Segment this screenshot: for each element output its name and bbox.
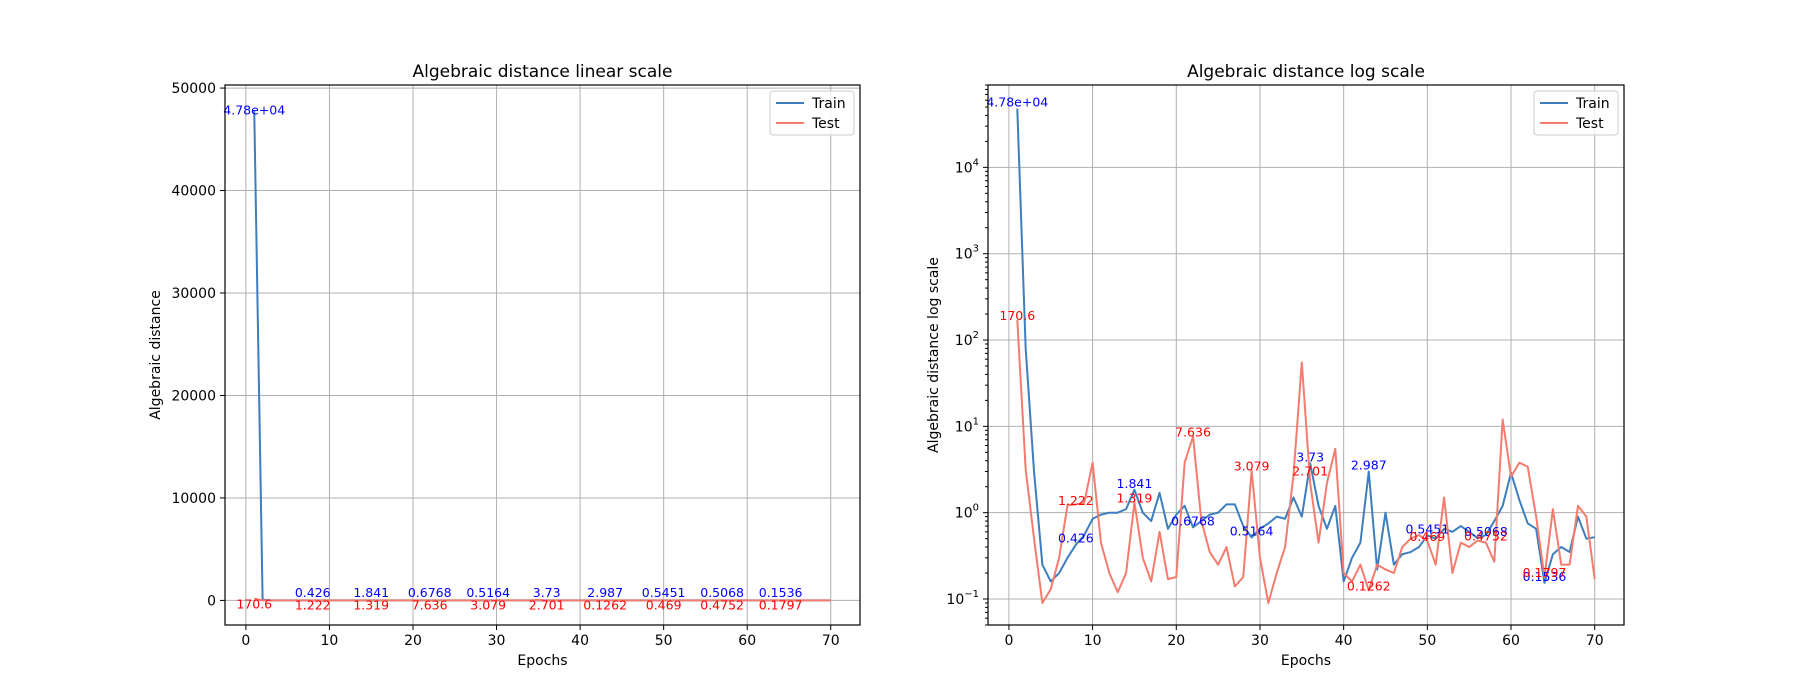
y-tick-label: 103 bbox=[955, 244, 979, 263]
test-data-label: 0.4752 bbox=[700, 598, 744, 613]
train-data-label: 2.987 bbox=[1351, 458, 1387, 473]
chart-title: Algebraic distance linear scale bbox=[412, 62, 672, 82]
x-tick-label: 10 bbox=[321, 633, 339, 649]
test-data-label: 1.319 bbox=[353, 598, 389, 613]
x-tick-label: 30 bbox=[1251, 633, 1269, 649]
x-tick-label: 20 bbox=[404, 633, 422, 649]
train-data-label: 0.5068 bbox=[1464, 524, 1508, 539]
y-tick-label: 50000 bbox=[171, 81, 216, 97]
series-lines bbox=[253, 110, 831, 602]
test-data-label: 2.701 bbox=[529, 598, 565, 613]
y-axis-label: Algebraic distance bbox=[148, 290, 164, 420]
test-data-label: 0.469 bbox=[1409, 529, 1445, 544]
x-tick-label: 70 bbox=[822, 633, 840, 649]
test-data-label: 0.1262 bbox=[583, 598, 627, 613]
train-data-label: 1.841 bbox=[353, 585, 389, 600]
x-tick-label: 30 bbox=[488, 633, 506, 649]
train-data-label: 0.5451 bbox=[1405, 521, 1449, 536]
log-scale-panel: Algebraic distance log scale Epochs Alge… bbox=[926, 62, 1625, 669]
train-data-label: 0.5164 bbox=[466, 585, 510, 600]
train-data-label: 3.73 bbox=[533, 585, 561, 600]
test-data-label: 1.222 bbox=[295, 598, 331, 613]
test-data-label: 0.1797 bbox=[759, 598, 803, 613]
x-tick-label: 20 bbox=[1167, 633, 1185, 649]
y-tick-label: 10000 bbox=[171, 491, 216, 507]
train-data-label: 0.426 bbox=[1058, 531, 1094, 546]
train-data-label: 0.426 bbox=[295, 585, 331, 600]
y-tick-label: 0 bbox=[207, 593, 216, 609]
chart-title: Algebraic distance log scale bbox=[1187, 62, 1425, 82]
test-data-label: 2.701 bbox=[1292, 463, 1328, 478]
train-data-label: 4.78e+04 bbox=[986, 95, 1048, 110]
legend-train-label: Train bbox=[811, 96, 846, 112]
train-data-label: 2.987 bbox=[587, 585, 623, 600]
test-data-label: 1.319 bbox=[1117, 490, 1153, 505]
x-tick-label: 60 bbox=[1502, 633, 1520, 649]
y-tick-label: 102 bbox=[955, 330, 979, 349]
train-data-label: 0.5164 bbox=[1230, 523, 1274, 538]
x-tick-label: 40 bbox=[1335, 633, 1353, 649]
grid bbox=[988, 85, 1624, 625]
train-data-label: 0.6768 bbox=[408, 585, 452, 600]
test-data-label: 0.469 bbox=[646, 598, 682, 613]
y-tick-label: 20000 bbox=[171, 388, 216, 404]
x-axis-label: Epochs bbox=[1281, 653, 1331, 669]
legend-test-label: Test bbox=[811, 116, 840, 132]
test-data-label: 0.1262 bbox=[1347, 578, 1391, 593]
x-tick-label: 50 bbox=[1418, 633, 1436, 649]
x-axis-label: Epochs bbox=[517, 653, 567, 669]
y-tick-label: 101 bbox=[955, 416, 979, 435]
legend: Train Test bbox=[1533, 90, 1619, 136]
legend-test-label: Test bbox=[1575, 116, 1604, 132]
test-data-label: 3.079 bbox=[470, 598, 506, 613]
train-data-label: 4.78e+04 bbox=[223, 103, 285, 118]
y-tick-label: 10−1 bbox=[946, 589, 979, 608]
plot-frame bbox=[224, 84, 861, 626]
legend-train-label: Train bbox=[1575, 96, 1610, 112]
train-series-line bbox=[1016, 108, 1595, 584]
x-tick-label: 0 bbox=[1004, 633, 1013, 649]
train-data-label: 0.1536 bbox=[759, 585, 803, 600]
train-data-label: 1.841 bbox=[1117, 476, 1153, 491]
test-data-label: 0.4752 bbox=[1464, 529, 1508, 544]
y-tick-label: 100 bbox=[955, 503, 979, 522]
y-tick-label: 104 bbox=[955, 157, 979, 176]
x-tick-label: 50 bbox=[655, 633, 673, 649]
x-tick-label: 10 bbox=[1084, 633, 1102, 649]
train-data-label: 0.6768 bbox=[1171, 513, 1215, 528]
y-tick-label: 40000 bbox=[171, 184, 216, 200]
x-tick-label: 70 bbox=[1586, 633, 1604, 649]
axis-ticks: 0 10 20 30 40 50 60 70 10−1 100 101 102 103 104 bbox=[946, 84, 1604, 649]
linear-scale-panel: Algebraic distance linear scale Epochs A… bbox=[148, 62, 861, 669]
x-tick-label: 60 bbox=[738, 633, 756, 649]
test-data-label: 170.6 bbox=[999, 308, 1035, 323]
train-data-label: 0.5068 bbox=[700, 585, 744, 600]
train-data-label: 0.5451 bbox=[642, 585, 686, 600]
test-data-label: 7.636 bbox=[412, 598, 448, 613]
series-lines bbox=[1016, 108, 1596, 604]
x-tick-label: 0 bbox=[241, 633, 250, 649]
test-data-label: 1.222 bbox=[1058, 493, 1094, 508]
test-series-line bbox=[1016, 319, 1596, 604]
x-tick-label: 40 bbox=[571, 633, 589, 649]
legend: Train Test bbox=[769, 90, 855, 136]
test-data-label: 3.079 bbox=[1234, 459, 1270, 474]
test-data-label: 0.1797 bbox=[1523, 565, 1567, 580]
test-data-label: 7.636 bbox=[1175, 424, 1211, 439]
test-series-line bbox=[254, 597, 831, 602]
train-data-label: 3.73 bbox=[1296, 449, 1324, 464]
y-axis-label: Algebraic distance log scale bbox=[926, 257, 942, 453]
plot-frame bbox=[987, 84, 1625, 626]
axis-ticks: 0 10 20 30 40 50 60 70 0 10000 20000 30000 40000 5000… bbox=[171, 81, 839, 649]
train-data-label: 0.1536 bbox=[1523, 569, 1567, 584]
y-tick-label: 30000 bbox=[171, 286, 216, 302]
test-data-label: 170.6 bbox=[236, 597, 272, 612]
